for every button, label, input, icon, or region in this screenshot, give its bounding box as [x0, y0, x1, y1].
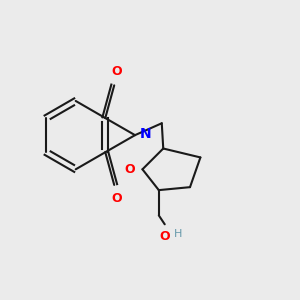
- Text: O: O: [124, 163, 135, 176]
- Text: H: H: [174, 229, 182, 239]
- Text: N: N: [140, 127, 151, 141]
- Text: O: O: [112, 65, 122, 78]
- Text: O: O: [112, 192, 122, 206]
- Text: O: O: [159, 230, 170, 243]
